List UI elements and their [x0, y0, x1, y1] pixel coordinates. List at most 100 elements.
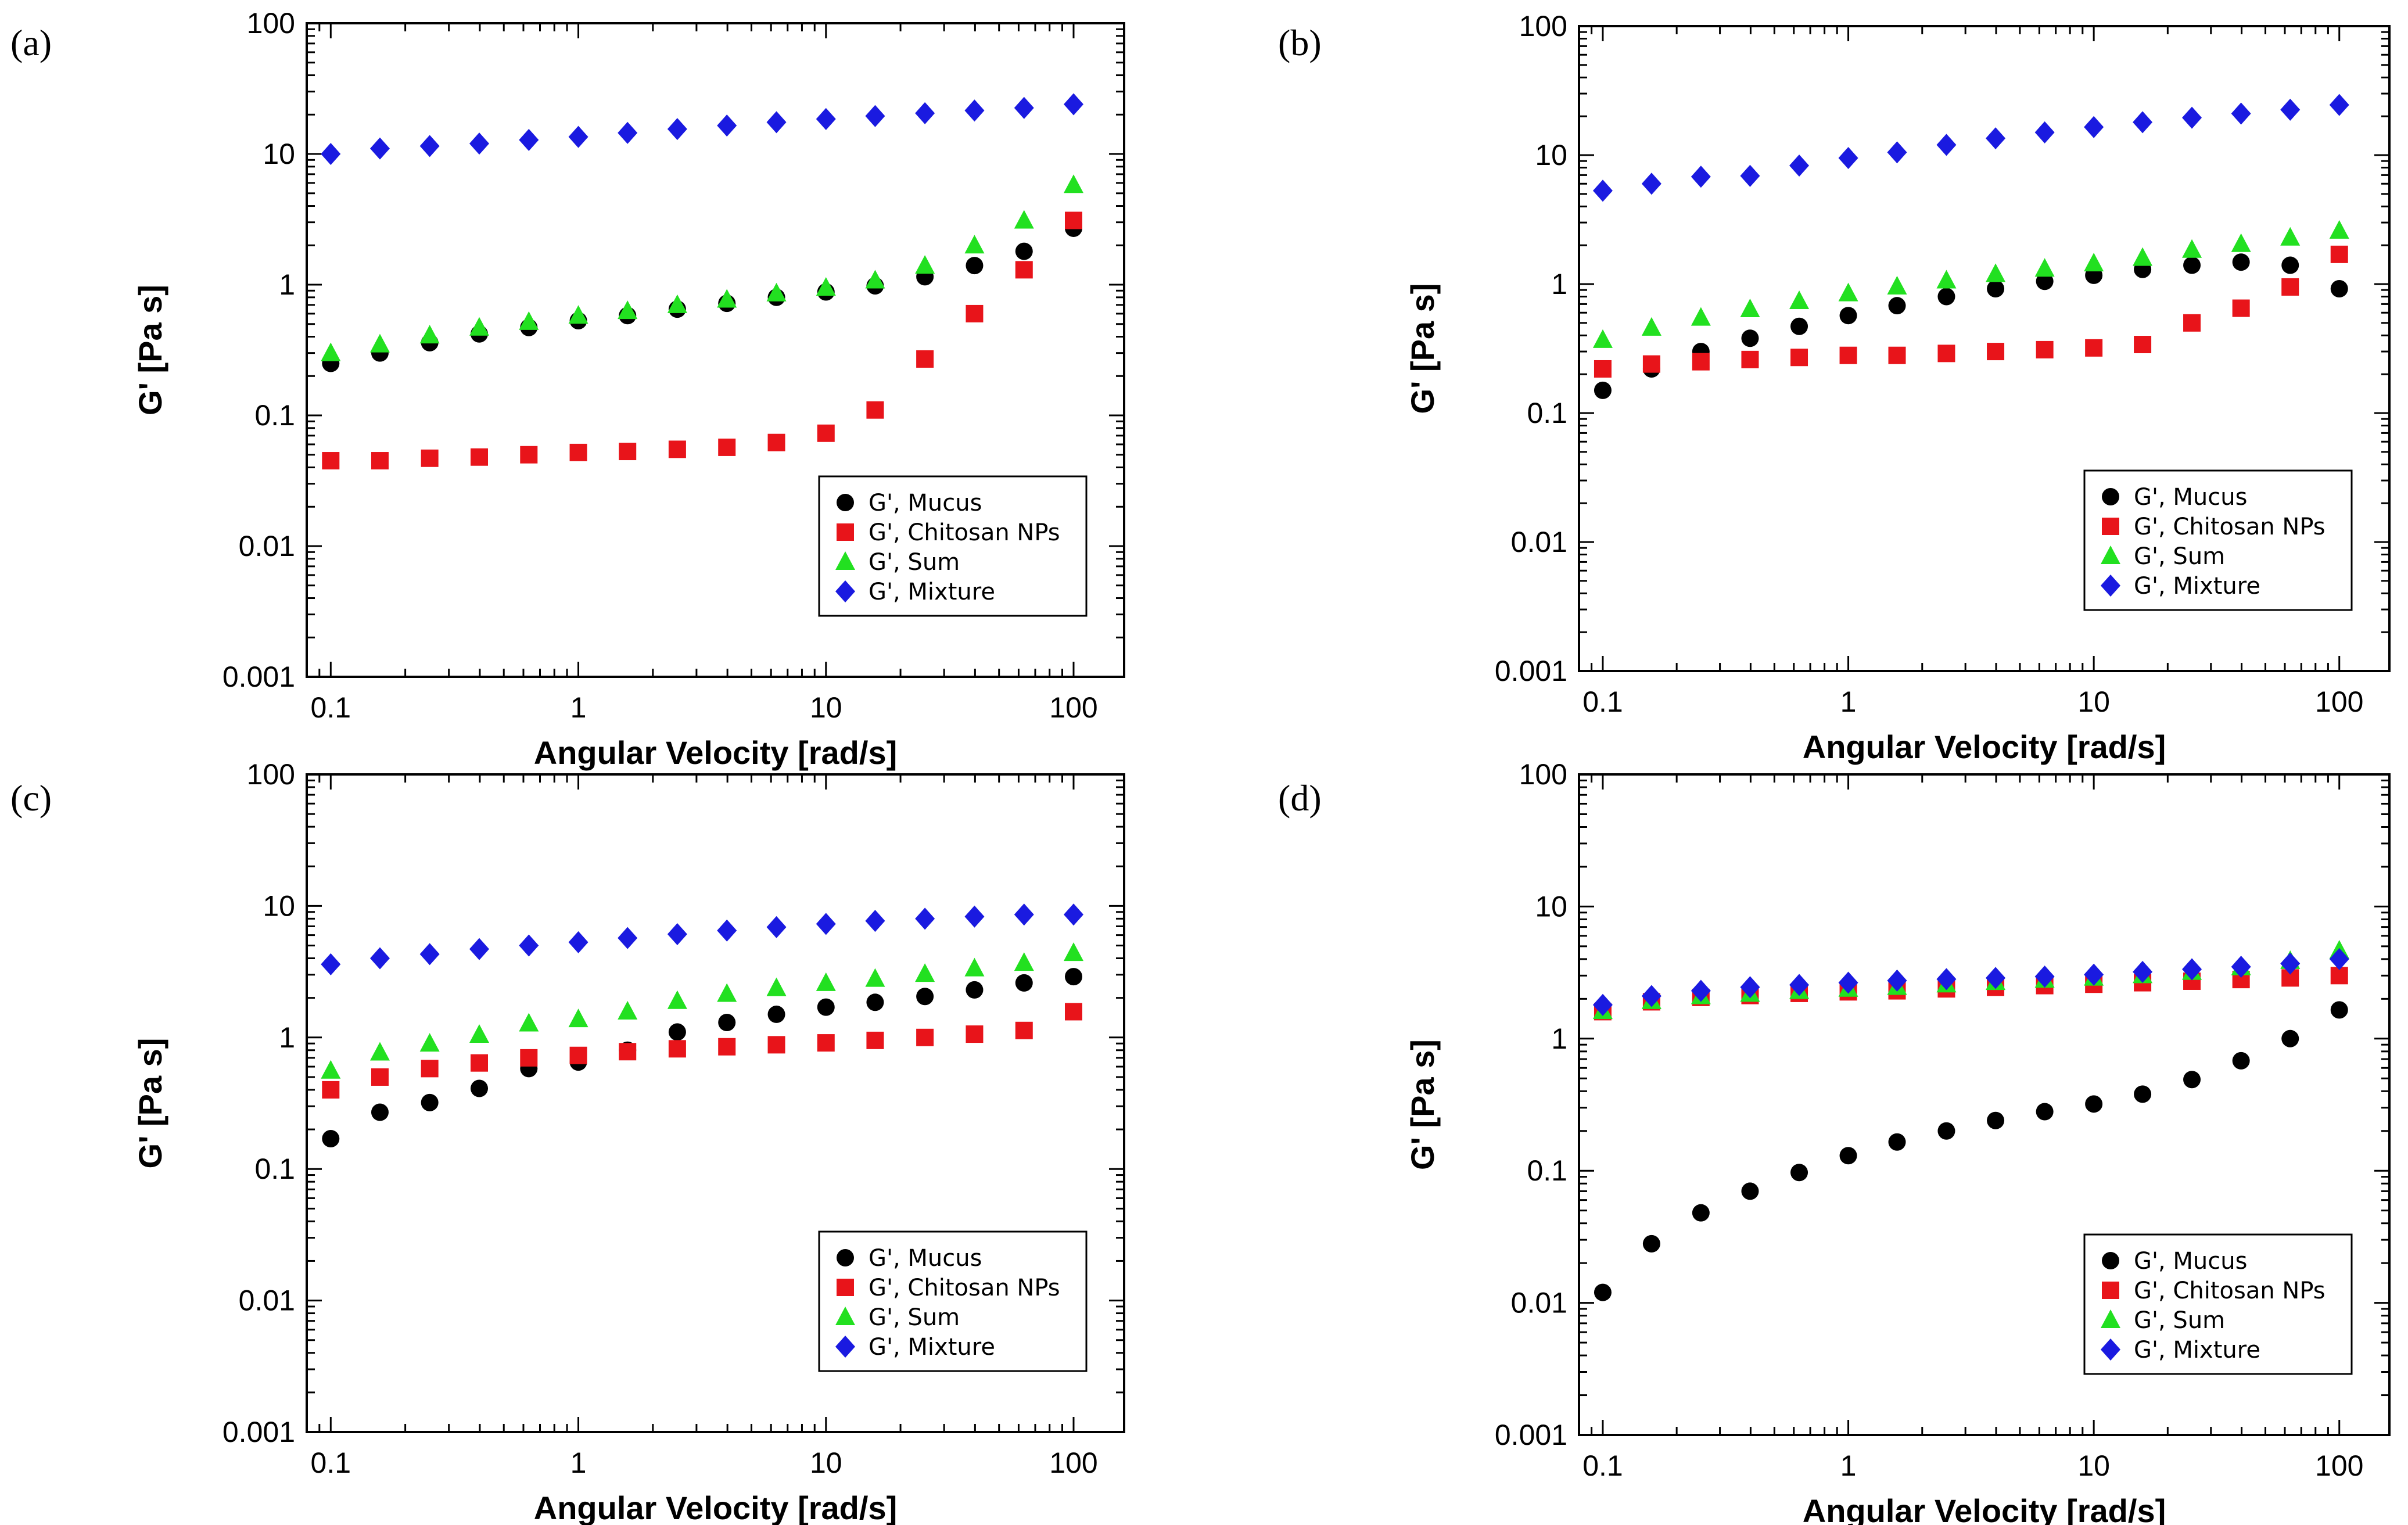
data-point — [569, 443, 587, 461]
data-point — [1838, 971, 1858, 994]
data-point — [1887, 141, 1907, 164]
data-points — [1592, 940, 2349, 1301]
data-point — [470, 1054, 488, 1072]
data-point — [1691, 979, 1711, 1002]
panel-label: (b) — [1278, 22, 1322, 63]
data-point — [2133, 960, 2153, 983]
y-tick-label: 0.1 — [254, 399, 295, 432]
data-point — [866, 993, 884, 1011]
data-point — [2183, 1071, 2201, 1089]
data-point — [2231, 102, 2251, 125]
series-circle — [322, 968, 1082, 1148]
legend: G', Mucus G', Chitosan NPs G', Sum G', Mixt… — [2083, 1233, 2353, 1375]
legend-marker — [835, 580, 855, 602]
legend-entry: G', Mixture — [2134, 573, 2260, 600]
data-point — [1888, 346, 1906, 364]
data-point — [767, 433, 785, 451]
legend-entry: G', Chitosan NPs — [869, 519, 1060, 546]
y-tick-label: 0.1 — [1527, 397, 1567, 429]
data-point — [1740, 976, 1760, 999]
x-tick-label: 0.1 — [1582, 1449, 1623, 1482]
data-point — [915, 255, 935, 274]
y-axis-title: G' [Pa s] — [1404, 284, 1441, 414]
data-point — [1741, 329, 1759, 347]
data-point — [470, 448, 488, 466]
axis-ticks — [306, 22, 1124, 678]
data-point — [421, 1060, 439, 1078]
x-axis-title: Angular Velocity [rad/s] — [534, 734, 898, 771]
data-points — [321, 93, 1083, 470]
x-tick-label: 1 — [1840, 1449, 1857, 1482]
data-point — [1839, 1147, 1857, 1165]
data-points — [1592, 94, 2349, 399]
x-axis-title: Angular Velocity [rad/s] — [1803, 1492, 2166, 1525]
data-point — [321, 143, 341, 165]
data-point — [865, 270, 885, 289]
legend-entry: G', Sum — [869, 1304, 960, 1331]
axis-ticks — [1578, 773, 2389, 1436]
data-point — [816, 972, 836, 991]
data-point — [2085, 1095, 2103, 1113]
data-point — [1937, 345, 1955, 363]
data-point — [520, 1049, 538, 1067]
data-point — [1986, 263, 2006, 282]
data-point — [1642, 355, 1660, 373]
data-point — [618, 300, 638, 320]
data-point — [568, 305, 588, 324]
data-point — [766, 111, 787, 134]
data-point — [421, 449, 439, 467]
data-point — [718, 438, 736, 456]
data-point — [718, 1014, 736, 1032]
data-point — [1594, 1283, 1612, 1301]
data-point — [1064, 1003, 1082, 1021]
data-point — [569, 1046, 587, 1064]
data-point — [1691, 307, 1711, 326]
legend-entry: G', Mixture — [869, 579, 995, 605]
y-tick-label: 100 — [247, 758, 295, 791]
data-point — [1015, 974, 1033, 992]
data-point — [1014, 96, 1034, 119]
data-point — [2280, 952, 2301, 975]
data-point — [2183, 256, 2201, 274]
series-square — [322, 211, 1082, 470]
legend-marker — [2101, 1309, 2120, 1328]
legend-marker — [2102, 1252, 2119, 1269]
data-point — [469, 938, 489, 960]
y-axis-title: G' [Pa s] — [132, 1038, 168, 1169]
data-point — [717, 919, 737, 942]
data-point — [2232, 299, 2250, 317]
plot-frame — [306, 22, 1125, 678]
legend-entry: G', Sum — [2134, 543, 2225, 570]
data-point — [1594, 381, 1612, 399]
y-tick-label: 1 — [279, 268, 295, 301]
chart-panel-1: (a) 0.001 0.01 0.1 1 10 100 0.1 1 10 100 Angular Ve… — [10, 7, 1125, 771]
data-point — [1790, 349, 1808, 367]
series-diamond — [1592, 94, 2349, 202]
data-point — [568, 1009, 588, 1028]
legend-marker — [837, 523, 854, 541]
data-point — [1790, 317, 1808, 335]
data-point — [369, 333, 390, 353]
data-point — [1063, 942, 1083, 961]
data-point — [618, 121, 638, 144]
data-point — [865, 910, 885, 932]
legend-marker — [835, 1307, 855, 1325]
data-point — [1064, 968, 1082, 986]
x-tick-label: 100 — [1049, 1447, 1097, 1479]
legend-marker — [2101, 575, 2120, 597]
data-point — [964, 957, 985, 977]
data-point — [1936, 134, 1957, 156]
data-point — [369, 947, 390, 970]
axis-ticks — [306, 773, 1124, 1433]
series-triangle — [321, 942, 1083, 1079]
panel-label: (d) — [1278, 777, 1322, 819]
data-point — [766, 977, 787, 996]
x-tick-label: 100 — [1049, 691, 1097, 724]
data-point — [816, 107, 836, 130]
data-point — [2281, 1029, 2299, 1047]
data-point — [916, 1028, 934, 1046]
y-tick-label: 0.1 — [1527, 1154, 1567, 1187]
data-point — [1986, 127, 2006, 150]
data-point — [1740, 299, 1760, 318]
y-tick-label: 0.01 — [239, 530, 295, 562]
